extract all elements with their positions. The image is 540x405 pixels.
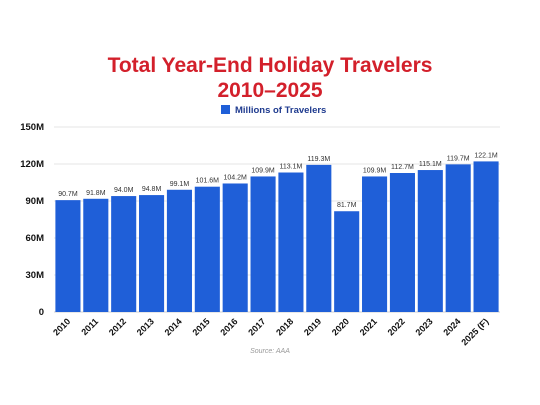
bar-2012 — [111, 196, 137, 312]
chart-title-line1: Total Year-End Holiday Travelers — [108, 54, 433, 77]
bar-2011 — [83, 198, 109, 312]
bar-value-label: 81.7M — [337, 202, 357, 209]
y-tick-label: 60M — [26, 233, 45, 244]
x-tick-label: 2025 (F) — [459, 316, 490, 347]
bar-2020 — [334, 211, 360, 312]
y-tick-label: 30M — [26, 270, 45, 281]
bar-2017 — [250, 176, 276, 312]
chart-title-line2: 2010–2025 — [217, 79, 322, 102]
x-tick-label: 2013 — [135, 316, 156, 337]
y-tick-label: 0 — [39, 307, 44, 318]
bar-value-label: 91.8M — [86, 190, 106, 197]
x-tick-label: 2014 — [163, 316, 184, 337]
bar-2018 — [278, 172, 304, 312]
x-tick-label: 2012 — [107, 316, 128, 337]
bar-value-label: 90.7M — [58, 191, 78, 198]
bar-value-label: 122.1M — [474, 152, 498, 159]
x-tick-label: 2010 — [51, 316, 72, 337]
bar-2015 — [194, 186, 220, 312]
x-tick-label: 2016 — [218, 316, 239, 337]
bar-value-label: 101.6M — [196, 178, 220, 185]
bar-2013 — [139, 195, 165, 312]
bar-2021 — [362, 176, 388, 312]
bar-2016 — [222, 183, 248, 312]
bar-value-label: 104.2M — [224, 174, 248, 181]
y-tick-label: 150M — [20, 122, 44, 133]
x-tick-label: 2011 — [79, 316, 100, 337]
x-tick-label: 2015 — [190, 316, 211, 337]
bar-2010 — [55, 200, 81, 312]
x-tick-label: 2023 — [413, 316, 434, 337]
bar-2025-F — [473, 161, 499, 312]
x-tick-label: 2024 — [441, 316, 462, 337]
bar-value-label: 115.1M — [419, 161, 442, 168]
bar-value-label: 109.9M — [251, 167, 275, 174]
x-tick-label: 2019 — [302, 316, 323, 337]
bar-2014 — [166, 189, 192, 312]
legend-label: Millions of Travelers — [235, 105, 326, 116]
x-tick-label: 2021 — [358, 316, 379, 337]
legend-swatch — [221, 105, 230, 114]
bar-value-label: 94.0M — [114, 187, 134, 194]
bar-2023 — [417, 170, 443, 312]
bar-value-label: 119.7M — [447, 155, 470, 162]
x-tick-label: 2022 — [386, 316, 407, 337]
source-note: Source: AAA — [250, 348, 290, 355]
bar-2022 — [389, 173, 415, 312]
bar-value-label: 112.7M — [391, 164, 414, 171]
bar-value-label: 99.1M — [170, 181, 190, 188]
x-tick-label: 2020 — [330, 316, 351, 337]
y-tick-label: 120M — [20, 159, 44, 170]
bar-value-label: 94.8M — [142, 186, 162, 193]
bar-value-label: 109.9M — [363, 167, 387, 174]
bar-value-label: 113.1M — [280, 164, 303, 171]
bar-2019 — [306, 164, 332, 312]
x-tick-label: 2018 — [274, 316, 295, 337]
y-tick-label: 90M — [26, 196, 45, 207]
bar-value-label: 119.3M — [307, 156, 330, 163]
x-tick-label: 2017 — [246, 316, 267, 337]
bar-2024 — [445, 164, 471, 312]
